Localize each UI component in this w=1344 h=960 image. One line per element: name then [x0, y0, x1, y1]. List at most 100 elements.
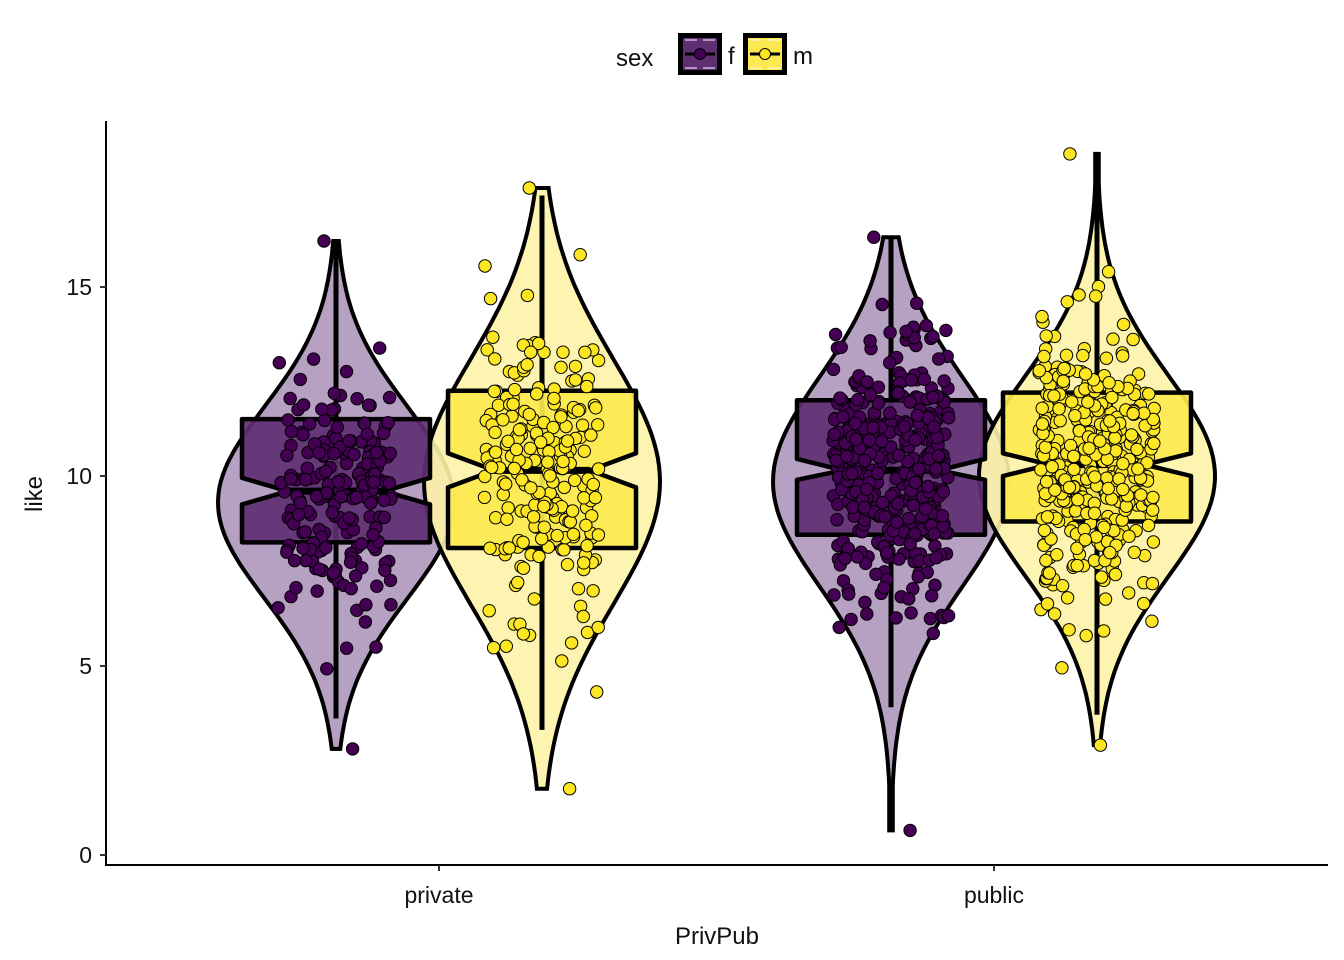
data-point: [1141, 518, 1156, 533]
data-point: [1035, 417, 1050, 431]
data-point: [381, 416, 395, 430]
data-point: [919, 318, 934, 333]
data-point: [367, 475, 381, 489]
data-point: [478, 469, 492, 484]
data-point: [547, 391, 561, 406]
data-point: [1059, 348, 1074, 362]
data-point: [866, 420, 880, 435]
y-axis: 0 5 10 15 like: [21, 121, 107, 868]
data-point: [576, 609, 590, 624]
data-point: [911, 570, 925, 584]
data-point: [516, 561, 531, 575]
data-point: [580, 379, 594, 394]
legend: sex f m: [616, 33, 813, 75]
data-point: [1062, 480, 1077, 495]
data-point: [300, 461, 314, 475]
data-point: [1082, 441, 1096, 455]
data-point: [289, 581, 303, 595]
data-point: [1108, 567, 1123, 582]
data-point: [502, 541, 516, 555]
data-point: [330, 420, 344, 434]
data-point: [892, 552, 906, 566]
data-point: [272, 356, 286, 370]
data-point: [1039, 553, 1053, 568]
data-point: [342, 434, 356, 448]
data-point: [917, 372, 932, 386]
data-point: [1137, 596, 1151, 611]
data-point: [1134, 488, 1148, 502]
data-point: [271, 601, 285, 615]
data-point: [876, 495, 890, 510]
data-point: [565, 504, 580, 518]
data-point: [903, 395, 917, 409]
data-point: [354, 537, 369, 551]
data-point: [477, 490, 492, 505]
data-point: [838, 551, 852, 566]
data-point: [1103, 545, 1117, 560]
data-point: [936, 485, 951, 499]
data-point: [1055, 661, 1069, 675]
data-point: [377, 510, 391, 525]
data-point: [1065, 395, 1079, 409]
data-point: [850, 550, 865, 564]
data-point: [287, 553, 302, 568]
data-point: [1067, 462, 1081, 477]
data-point: [927, 527, 941, 541]
data-point: [1126, 332, 1140, 347]
data-point: [325, 505, 340, 520]
data-point: [1047, 607, 1062, 621]
data-point: [361, 398, 376, 412]
legend-label-m: m: [793, 43, 813, 70]
data-point: [1089, 530, 1104, 544]
data-point: [577, 556, 591, 570]
data-point: [1108, 431, 1122, 445]
data-point: [1067, 449, 1081, 463]
data-point: [554, 410, 568, 424]
data-point: [568, 473, 582, 487]
data-point: [1097, 624, 1111, 638]
data-point: [926, 626, 940, 641]
data-point: [482, 604, 496, 618]
data-point: [577, 444, 591, 458]
data-point: [501, 434, 515, 448]
data-point: [929, 551, 943, 565]
data-point: [496, 413, 510, 427]
data-point: [1055, 579, 1070, 593]
data-point: [571, 582, 586, 596]
data-point: [571, 404, 585, 418]
data-point: [1146, 490, 1160, 505]
data-point: [383, 573, 398, 588]
data-point: [370, 579, 384, 593]
data-point: [860, 607, 874, 621]
data-point: [1116, 482, 1130, 497]
data-point: [348, 569, 363, 583]
data-point: [1068, 409, 1082, 423]
data-point: [506, 397, 520, 411]
data-point: [344, 581, 358, 596]
data-point: [1032, 364, 1047, 378]
data-point: [937, 374, 951, 388]
data-point: [526, 510, 541, 524]
data-point: [1089, 289, 1103, 303]
data-point: [281, 413, 295, 427]
data-point: [889, 611, 903, 625]
data-point: [845, 466, 859, 481]
data-point: [1140, 456, 1154, 470]
data-point: [904, 373, 919, 387]
data-point: [1106, 332, 1120, 346]
data-point: [298, 525, 312, 539]
data-point: [1093, 738, 1108, 752]
data-point: [378, 563, 392, 577]
data-point: [1035, 309, 1049, 324]
data-point: [904, 606, 918, 620]
data-point: [1060, 295, 1075, 309]
data-point: [910, 296, 924, 310]
data-point: [1131, 367, 1146, 381]
data-point: [309, 489, 324, 504]
data-point: [591, 528, 606, 542]
data-point: [556, 454, 570, 469]
data-point: [369, 640, 383, 654]
data-point: [486, 330, 500, 344]
data-point: [483, 541, 497, 555]
